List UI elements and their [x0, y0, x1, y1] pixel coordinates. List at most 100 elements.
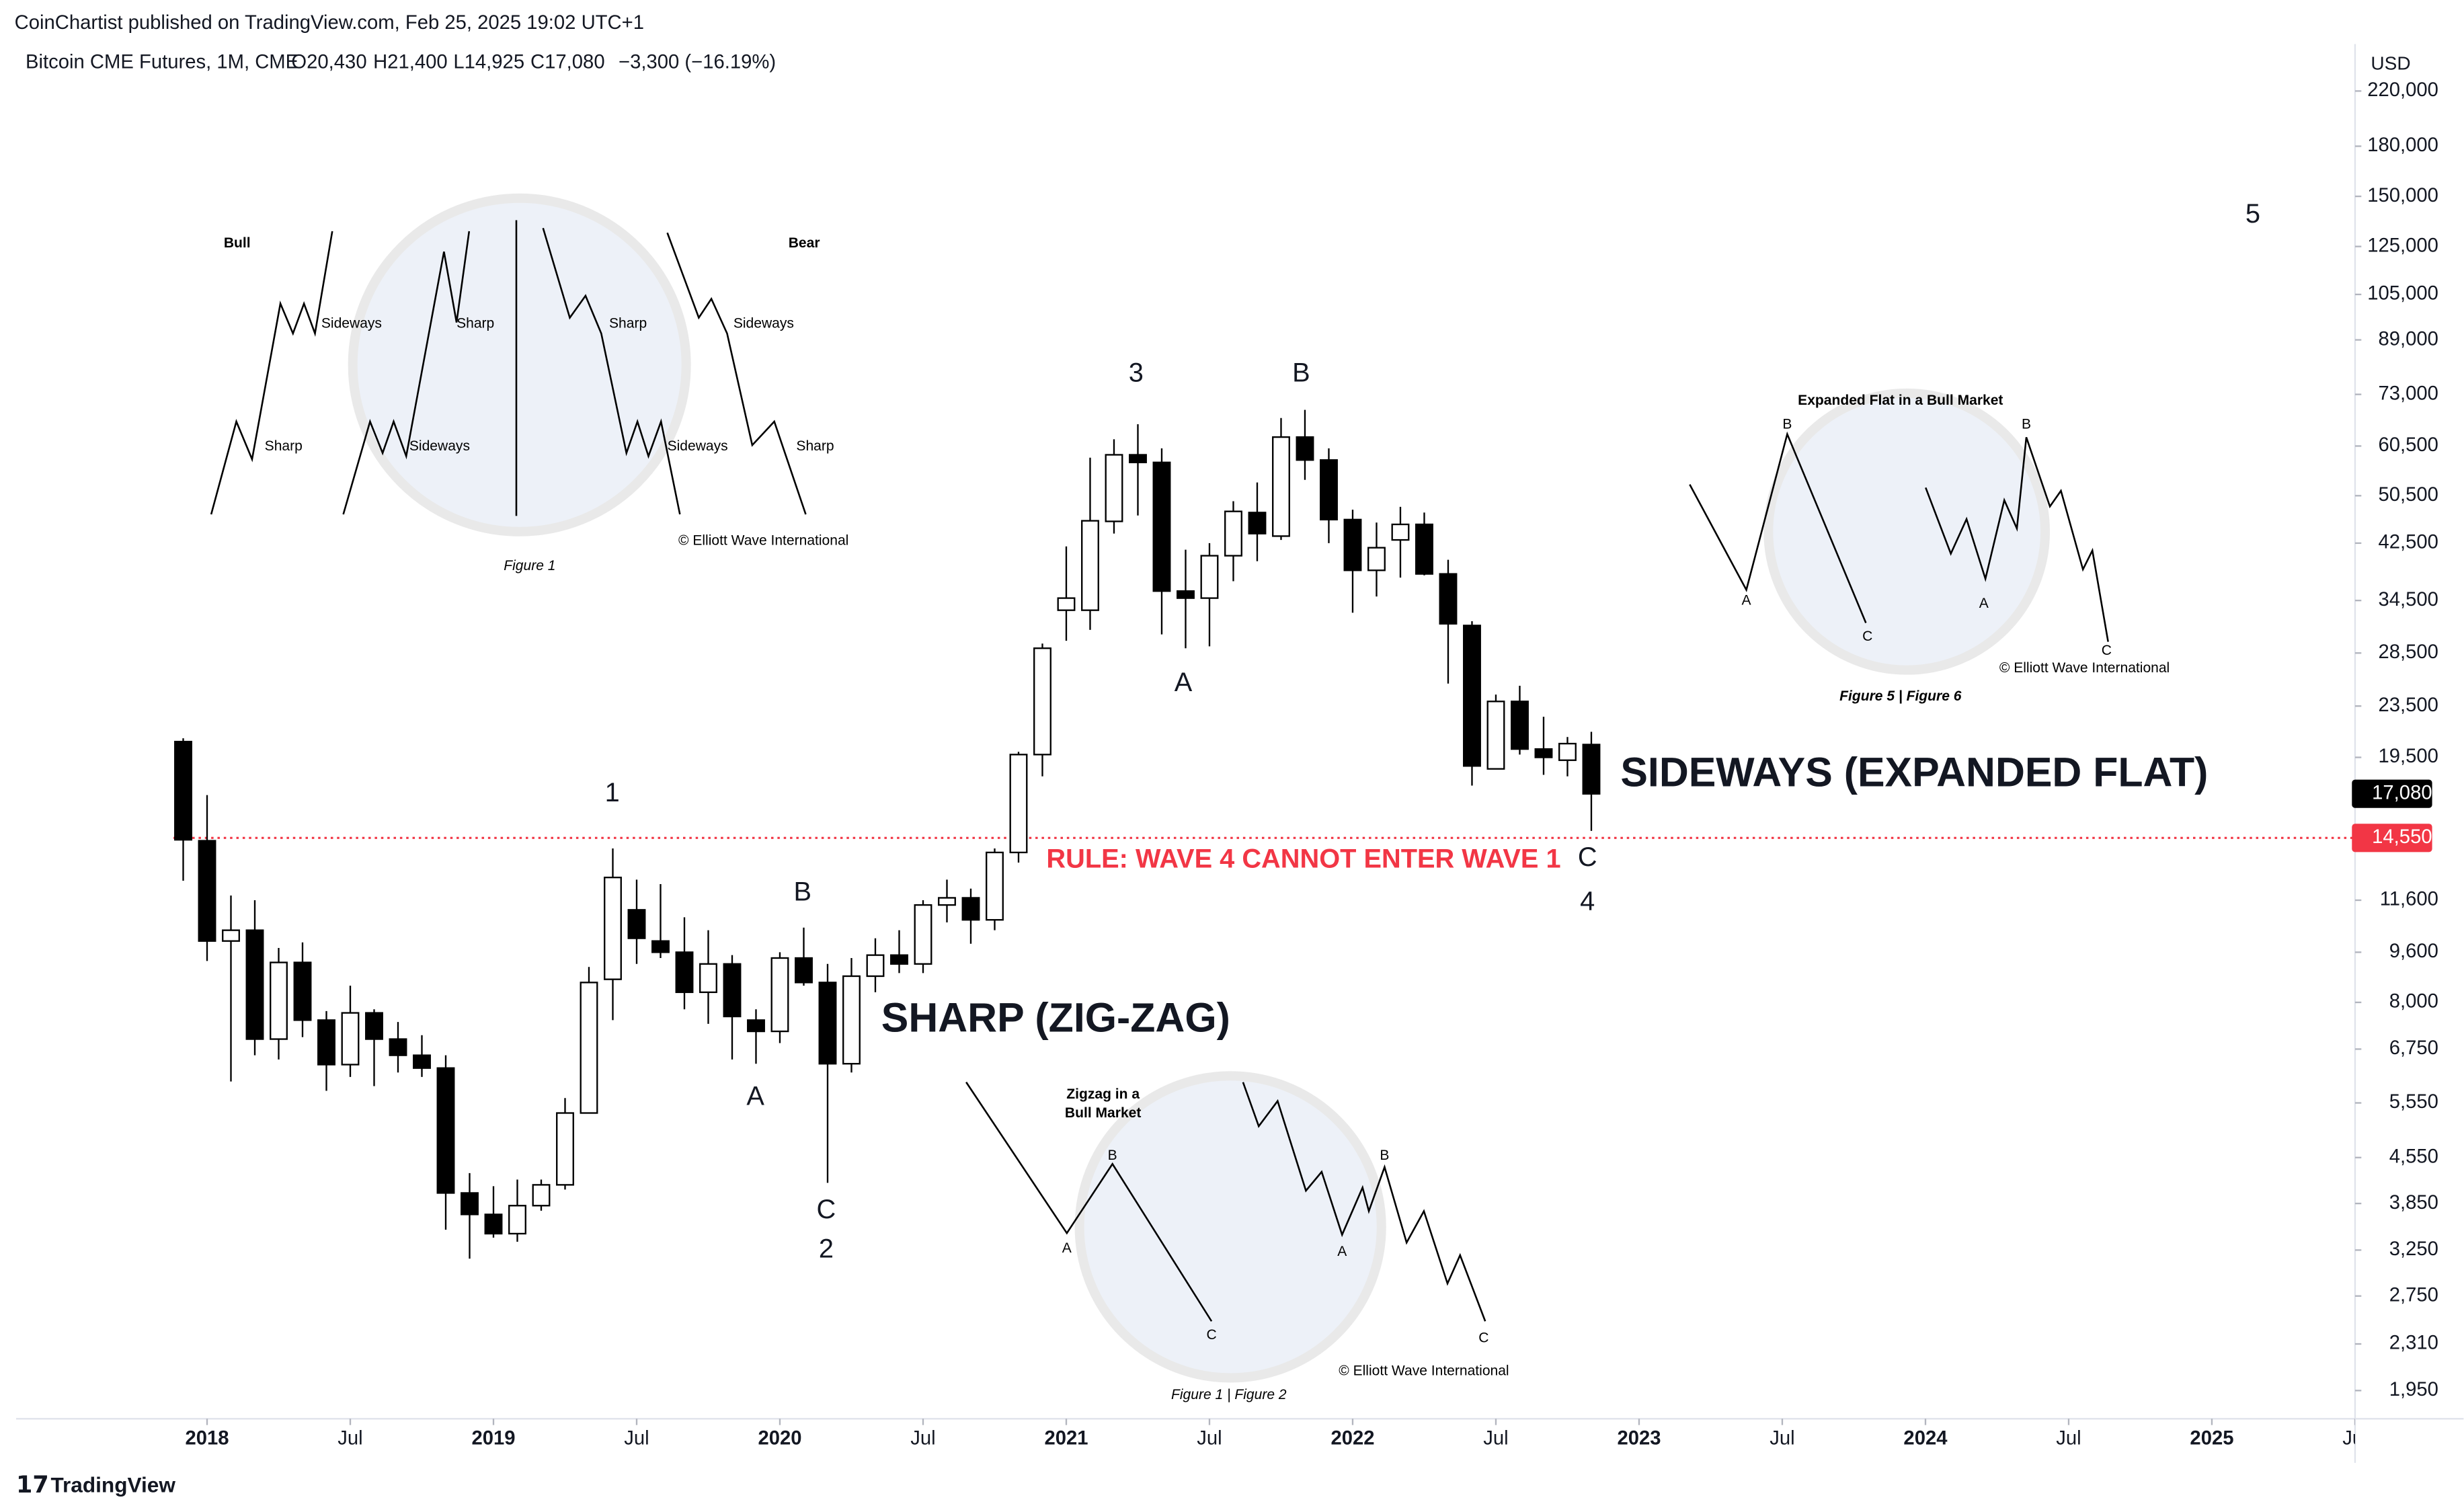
x-tick-label: 2018	[185, 1427, 229, 1449]
inset-label: C	[1862, 629, 1872, 644]
x-tick-label: Jul	[910, 1427, 935, 1449]
candle-body	[699, 963, 717, 994]
candle-body	[436, 1067, 455, 1194]
x-tick-label: 2019	[471, 1427, 515, 1449]
x-tick-label: Jul	[1483, 1427, 1508, 1449]
symbol: Bitcoin CME Futures, 1M, CME	[26, 51, 299, 73]
inset-label: Sharp	[265, 438, 303, 454]
inset-label: Sharp	[456, 316, 494, 331]
candle-body	[1200, 555, 1219, 599]
inset-label: A	[1062, 1240, 1072, 1256]
x-tick-label: Jul	[1197, 1427, 1222, 1449]
annotation: SIDEWAYS (EXPANDED FLAT)	[1620, 749, 2208, 795]
candle-body	[675, 951, 694, 994]
inset-label: Bear	[789, 235, 820, 251]
publisher: CoinChartist published on TradingView.co…	[15, 12, 644, 34]
inset-label: B	[1108, 1148, 1117, 1163]
y-tick-label: 19,500	[2379, 746, 2438, 767]
wave-label: B	[1292, 358, 1310, 387]
candle-body	[1224, 510, 1242, 557]
candle-body	[961, 897, 980, 921]
candle-body	[770, 957, 789, 1033]
wave-diagram-line	[342, 231, 471, 515]
symbol-legend: Bitcoin CME Futures, 1M, CME O20,430 H21…	[26, 51, 776, 73]
y-tick-label: 28,500	[2379, 641, 2438, 663]
candle-body	[1463, 625, 1481, 767]
wave-diagram-line	[666, 232, 807, 515]
candle-body	[222, 929, 240, 942]
y-tick-label: 125,000	[2367, 235, 2438, 256]
x-tick-label: Jul	[2056, 1427, 2081, 1449]
close-value: C17,080	[530, 51, 605, 73]
wave-diagram-line	[542, 227, 681, 515]
candle-body	[556, 1112, 574, 1186]
inset-caption: Figure 1 | Figure 2	[1171, 1387, 1287, 1402]
candle-body	[1558, 742, 1577, 761]
inset-label: B	[1380, 1148, 1389, 1163]
y-tick-label: 5,550	[2389, 1091, 2438, 1113]
candle-body	[627, 909, 646, 939]
y-tick-label: 34,500	[2379, 589, 2438, 610]
candle-body	[508, 1205, 526, 1235]
candle-body	[1415, 523, 1433, 575]
wave-label: C	[1578, 842, 1597, 872]
y-tick-label: 150,000	[2367, 185, 2438, 206]
candle-body	[1320, 459, 1338, 521]
inset-label: Sideways	[668, 438, 728, 454]
y-tick-label: 9,600	[2389, 941, 2438, 962]
y-tick-label: 1,950	[2389, 1379, 2438, 1400]
candle-body	[723, 963, 742, 1018]
candle-body	[1177, 590, 1195, 599]
wave-label: 1	[605, 778, 620, 807]
inset-label: C	[2102, 643, 2112, 658]
wave-diagram-line	[1925, 436, 2109, 642]
inset-figure: Bull Bear Sharp Sideways Sideways Sharp …	[210, 220, 848, 573]
candle-body	[1033, 647, 1051, 756]
candle-body	[1081, 520, 1099, 611]
y-tick-label: 73,000	[2379, 383, 2438, 404]
wave-label: 5	[2246, 199, 2260, 229]
last-price-badge	[2352, 779, 2432, 808]
wave-diagram-line	[1242, 1082, 1486, 1322]
y-tick-label: 4,550	[2389, 1146, 2438, 1167]
candle-body	[389, 1038, 407, 1056]
candle-body	[1343, 518, 1362, 571]
y-tick-label: 60,500	[2379, 434, 2438, 456]
inset-label: A	[1337, 1244, 1347, 1259]
x-tick-label: 2022	[1330, 1427, 1374, 1449]
candle-body	[341, 1012, 360, 1066]
candle-body	[1009, 754, 1028, 854]
wave-label: B	[794, 877, 812, 906]
candle-body	[914, 904, 932, 965]
inset-label: Sideways	[321, 316, 382, 331]
candle-body	[842, 975, 861, 1065]
watermark	[1074, 1071, 1386, 1383]
candle-body	[317, 1019, 335, 1066]
y-tick-label: 89,000	[2379, 328, 2438, 350]
y-unit: USD	[2371, 52, 2410, 73]
y-tick-label: 23,500	[2379, 694, 2438, 716]
candle-body	[651, 940, 670, 953]
inset-label: C	[1206, 1327, 1216, 1343]
candle-body	[270, 961, 288, 1040]
wave-label: 2	[819, 1234, 834, 1263]
wave-label: 4	[1580, 886, 1595, 916]
x-tick-label: 2023	[1617, 1427, 1661, 1449]
inset-label: A	[1742, 592, 1751, 608]
candle-body	[245, 929, 264, 1040]
x-axis: 2018 Jul 2019 Jul 2020 Jul 2021 Jul 2022 Jul 2023 J…	[185, 1419, 2355, 1449]
x-tick-label: Jul	[1770, 1427, 1794, 1449]
candle-body	[413, 1054, 431, 1069]
y-tick-label: 180,000	[2367, 134, 2438, 156]
logo-mark: 𝟭𝟳	[16, 1472, 49, 1498]
wave-label: A	[1175, 668, 1193, 697]
wave-diagram-line	[210, 231, 333, 515]
last-price-label: 17,080	[2372, 782, 2432, 803]
x-tick-label: Jul	[337, 1427, 362, 1449]
candle-body	[293, 961, 312, 1021]
low-value: L14,925	[453, 51, 524, 73]
inset-label: C	[1478, 1330, 1488, 1346]
candle-body	[1367, 547, 1386, 571]
y-tick-label: 105,000	[2367, 283, 2438, 305]
